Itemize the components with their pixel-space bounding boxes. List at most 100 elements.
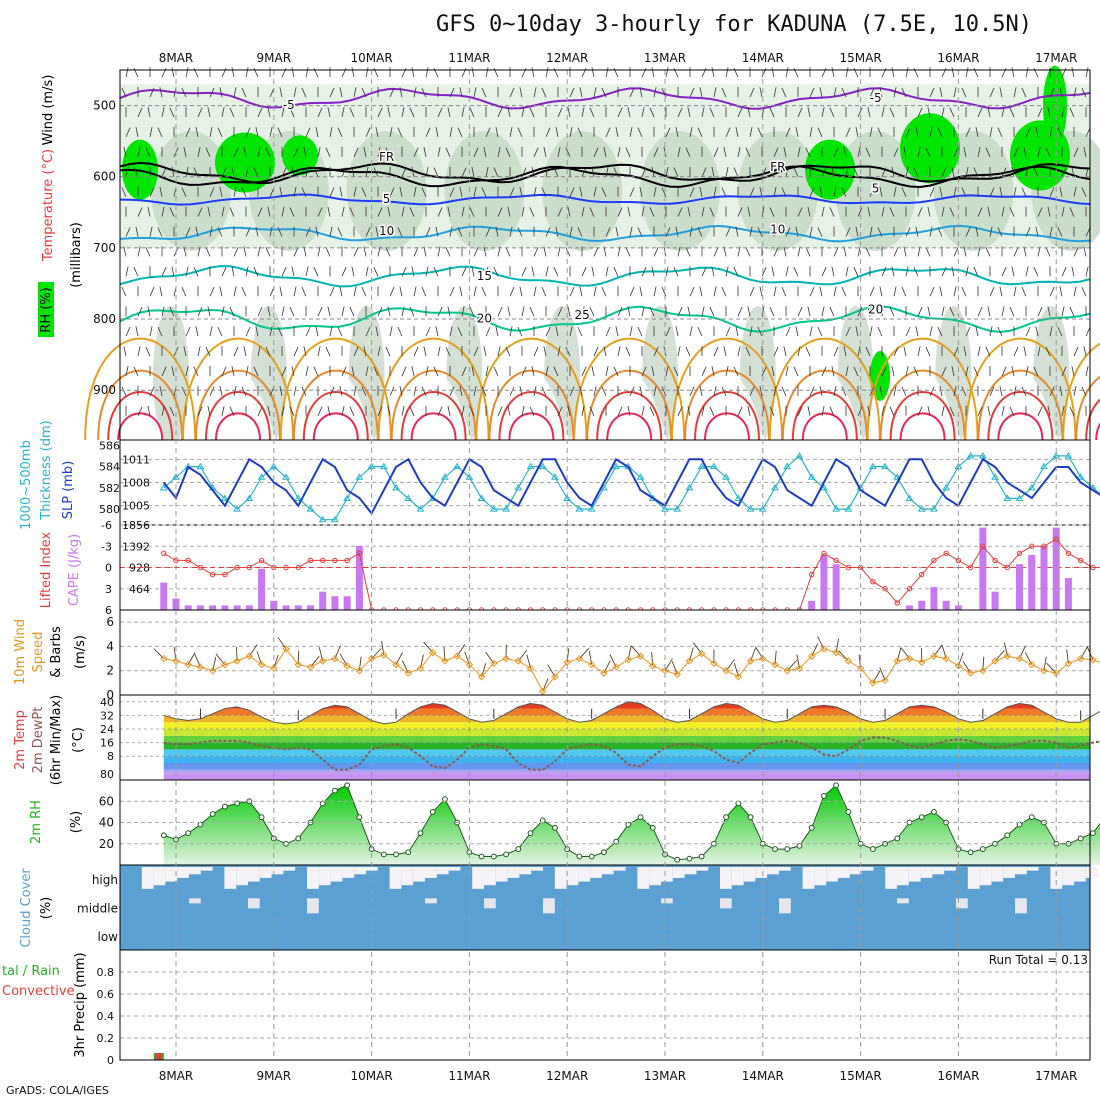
thickness-point: [551, 473, 559, 480]
wind-barb: [819, 186, 823, 197]
wind-barb: [845, 366, 849, 377]
cloud-high: [507, 867, 520, 878]
wind-barb: [569, 326, 573, 337]
side-label-upper_wind: Wind (m/s): [41, 75, 56, 146]
wind-barb: [377, 346, 381, 357]
wind-barb: [339, 186, 343, 197]
rh-point: [405, 849, 412, 856]
wind-barb: [747, 107, 751, 118]
cape-bar: [196, 605, 204, 610]
rh-point: [918, 814, 925, 821]
wind-barb: [373, 366, 379, 377]
wind-barb: [869, 326, 873, 337]
wind-barb: [973, 167, 979, 177]
wind-barb: [713, 386, 717, 396]
li-point: [234, 564, 240, 571]
wind-point: [746, 657, 755, 665]
wind-barb: [339, 386, 343, 396]
wind-barb: [605, 366, 609, 377]
wind-barb: [149, 226, 153, 237]
wind-barb: [1045, 346, 1051, 357]
wind-barb: [301, 87, 307, 98]
wind-barb: [1009, 406, 1015, 416]
wind-barb: [673, 366, 679, 377]
wind-barb: [137, 146, 141, 157]
wind-point: [477, 673, 486, 681]
rh-point: [625, 821, 632, 828]
wind-barb: [1059, 87, 1063, 98]
wind-point: [930, 652, 938, 660]
wind-barb: [725, 326, 731, 337]
wind-barb: [181, 386, 187, 397]
wind-barb: [1013, 87, 1017, 98]
cape-bar: [918, 600, 926, 610]
wind-barb: [241, 87, 247, 98]
wind-barb: [185, 227, 191, 237]
li-point: [845, 564, 852, 571]
wind-barb: [137, 207, 143, 217]
side-label-wind3: & Barbs: [49, 626, 64, 678]
wind-barb: [507, 107, 511, 118]
wind-barb: [497, 207, 503, 217]
wind-barb: [315, 226, 319, 237]
li-point: [258, 557, 265, 564]
wind-barb: [377, 306, 383, 317]
wind-barb: [929, 187, 935, 197]
wind-barb: [161, 167, 167, 177]
wind-point: [881, 676, 889, 685]
thickness-point: [575, 505, 584, 512]
thickness-point: [771, 483, 779, 491]
wind-barb: [279, 286, 283, 297]
wind-barb: [677, 406, 683, 416]
wind-barb: [747, 306, 751, 317]
wind-barb: [399, 386, 403, 396]
wind-barb: [675, 127, 679, 137]
wind-barb: [867, 206, 871, 217]
wind-point: [759, 654, 767, 663]
wind-barb: [413, 186, 417, 197]
wind-barb: [1009, 107, 1015, 118]
wind-barb: [205, 147, 211, 157]
wind-barb: [399, 286, 403, 297]
wind-barb: [1081, 87, 1087, 98]
wind-point: [710, 659, 718, 668]
wind-barb: [737, 207, 743, 217]
wind-point: [367, 654, 376, 663]
wind-barb: [685, 346, 691, 357]
wind-barb: [701, 267, 707, 277]
wind-barb: [281, 267, 287, 277]
wind-barb: [951, 366, 955, 377]
wind-barb: [821, 206, 825, 217]
wind-barb: [243, 146, 247, 157]
wind-barb: [893, 247, 899, 257]
wind-point: [551, 673, 559, 681]
wind-barb: [769, 207, 775, 217]
li-point: [283, 564, 289, 571]
wind-barb: [1021, 386, 1027, 397]
wind-barb: [987, 206, 991, 217]
wind-barb: [243, 246, 247, 257]
cloud-high: [613, 867, 626, 871]
wind-barb: [845, 326, 851, 337]
wind-barb: [301, 386, 307, 397]
wind-barb: [317, 107, 323, 118]
wind-barb: [529, 207, 535, 217]
wind-barb: [375, 326, 379, 337]
wind-barb: [181, 286, 187, 297]
thickness-point: [844, 505, 853, 512]
wind-barb: [605, 227, 611, 237]
wind-barb: [757, 127, 763, 138]
wind-barb: [889, 207, 895, 217]
wind-barb: [1061, 405, 1065, 416]
wind-barb: [485, 266, 489, 277]
wind-barb: [881, 405, 885, 416]
wind-barb: [137, 346, 141, 357]
temp-tick-label: 32: [100, 709, 114, 722]
wind-barb: [1013, 386, 1017, 396]
warm-dome--1-0: [84, 337, 197, 441]
wind-barb: [807, 405, 811, 416]
wind-barb: [689, 286, 695, 297]
wind-barb: [293, 386, 297, 396]
wind-barb: [701, 206, 705, 217]
date-label-top: 8MAR: [159, 51, 194, 65]
